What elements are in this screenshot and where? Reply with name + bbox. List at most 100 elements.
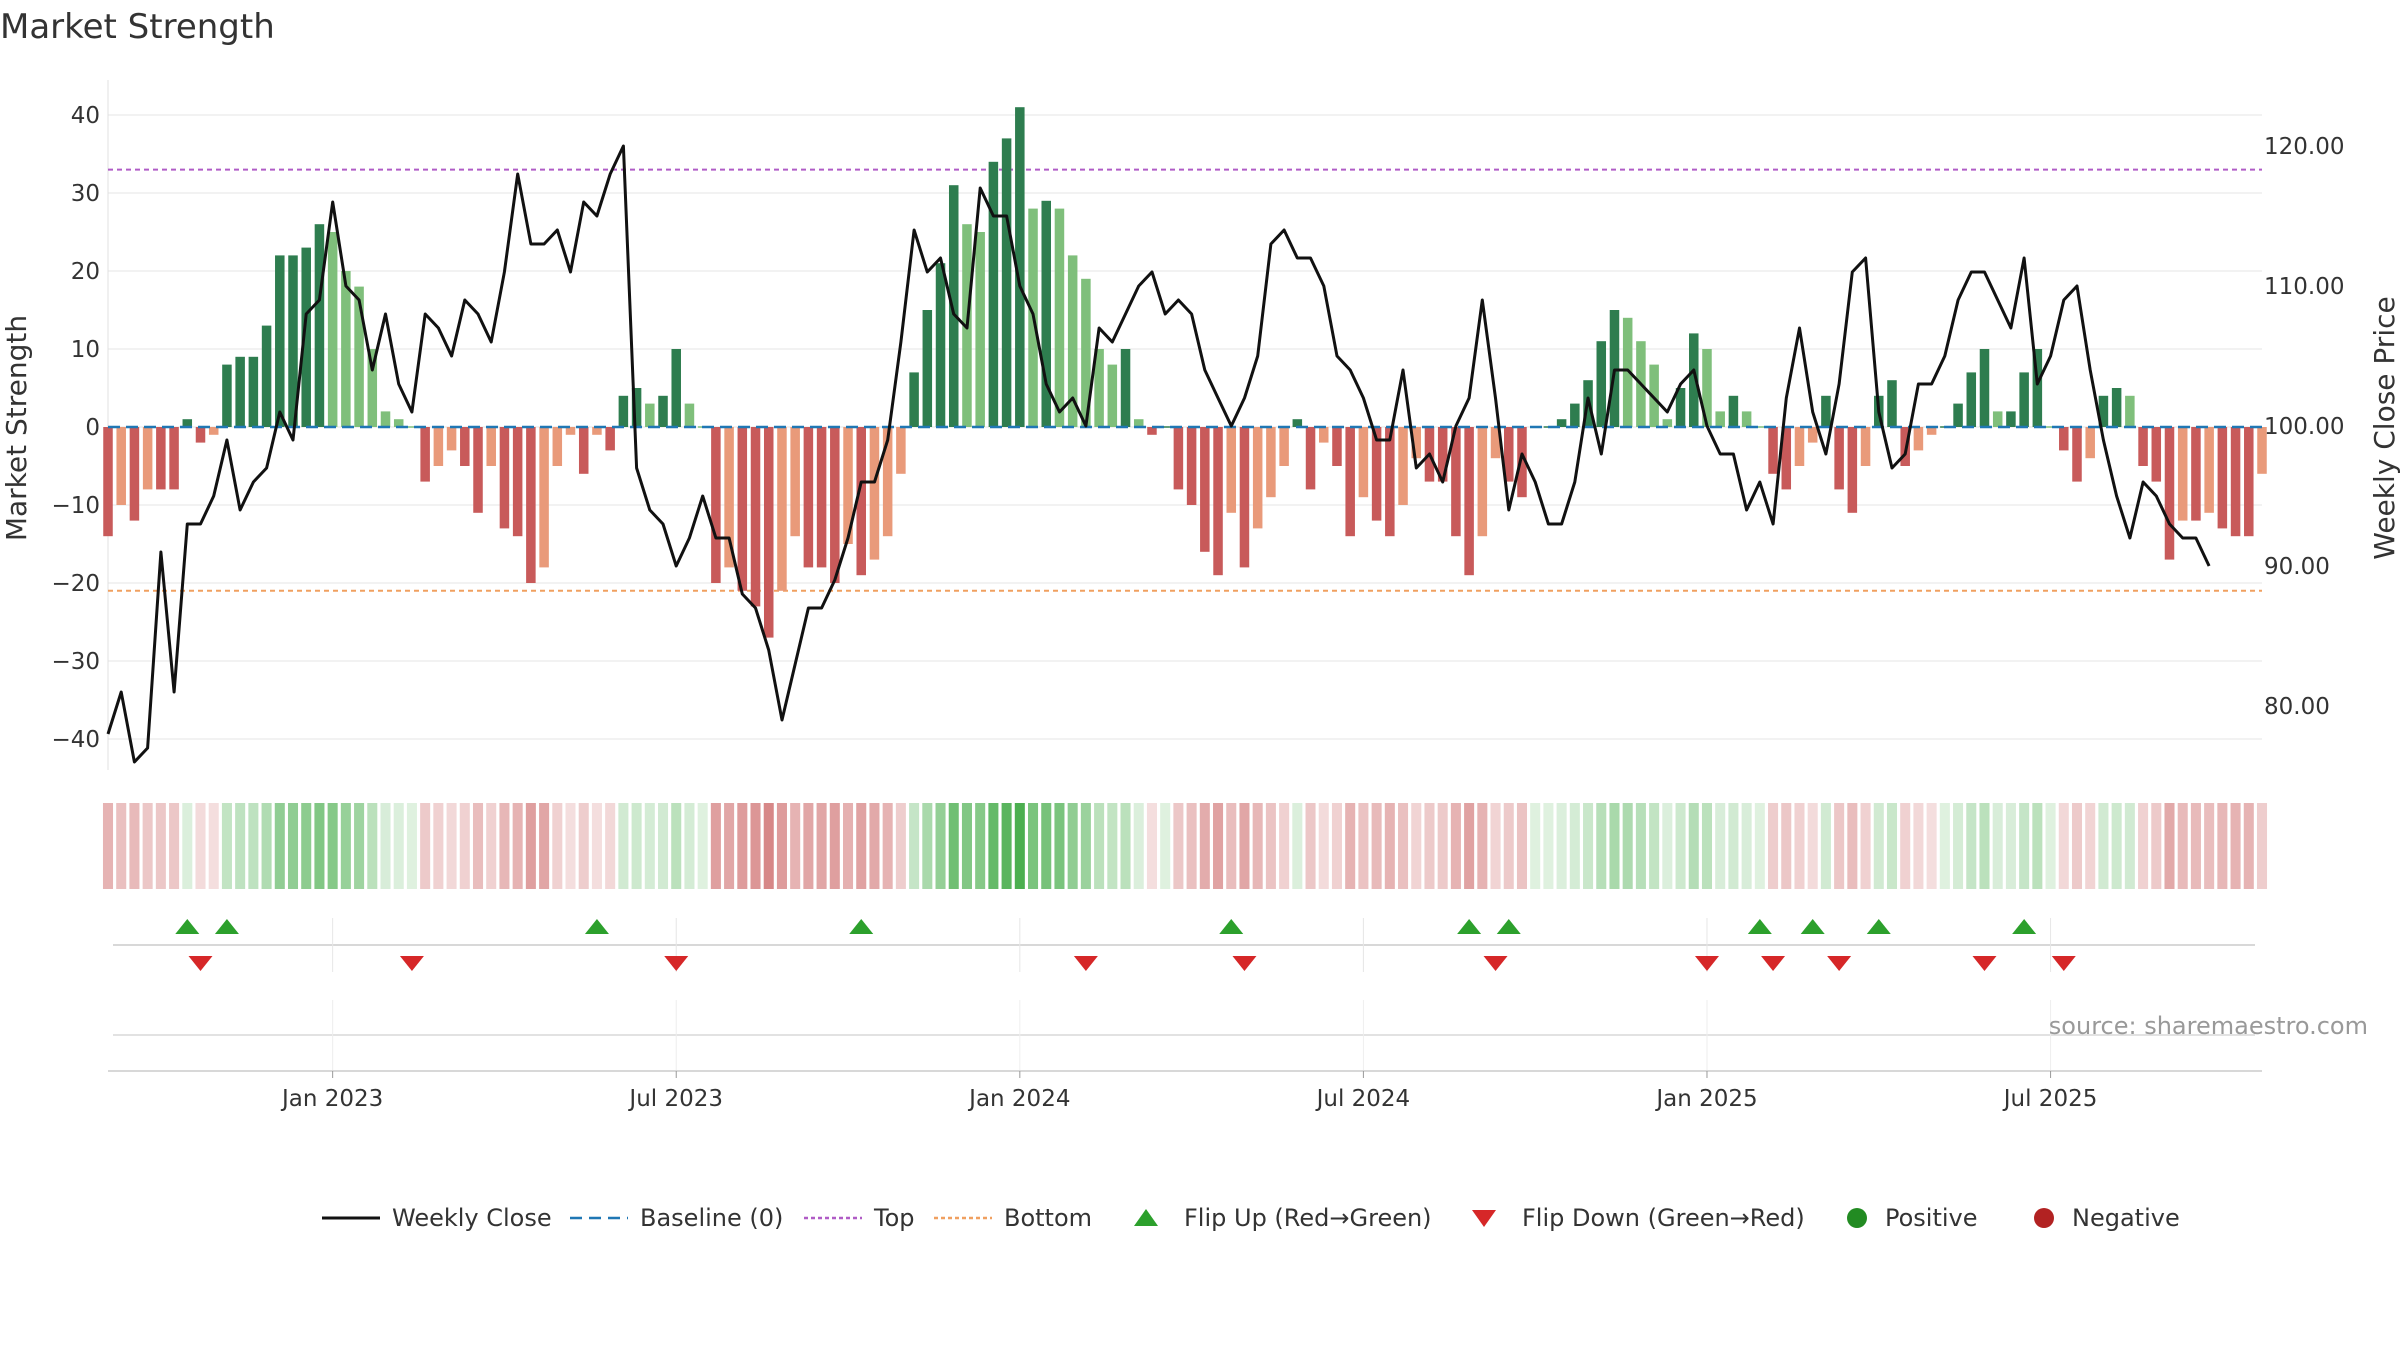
strip-cell [1041, 803, 1052, 889]
strip-cell [2256, 803, 2268, 889]
strip-cell [724, 803, 735, 889]
strength-bar [446, 427, 457, 451]
strip-cell [737, 803, 748, 889]
strength-bar [1279, 427, 1289, 466]
strip-cell [129, 803, 140, 889]
strip-cell [631, 803, 642, 889]
strength-bar [882, 427, 893, 537]
strip-cell [1596, 803, 1607, 889]
strength-bar [327, 232, 338, 427]
strip-cell [1794, 803, 1805, 889]
strip-cell [1398, 803, 1409, 889]
right-tick-label: 90.00 [2264, 554, 2330, 580]
strength-bar [354, 286, 364, 427]
strip-cell [1754, 803, 1765, 889]
strip-cell [1358, 803, 1369, 889]
strip-cell [1569, 803, 1580, 889]
strip-cell [182, 803, 193, 889]
strength-bar [420, 427, 430, 482]
strip-cell [843, 803, 854, 889]
strength-bar [1226, 427, 1237, 513]
strip-cell [1966, 803, 1977, 889]
strength-bar [1464, 427, 1474, 576]
strength-bar [539, 427, 549, 568]
strip-cell [2243, 803, 2254, 889]
strength-bar [2098, 395, 2109, 427]
strip-cell [208, 803, 219, 889]
right-y-axis: 120.00 110.00 100.00 90.00 80.00 [2264, 134, 2344, 720]
strength-bar [1675, 388, 1686, 427]
source-note: source: sharemaestro.com [2049, 1012, 2368, 1040]
strength-bar [2177, 427, 2188, 521]
strength-bar [592, 427, 602, 435]
strength-bar [843, 427, 853, 544]
strip-cell [1860, 803, 1871, 889]
strip-cell [512, 803, 523, 889]
strength-bar [526, 427, 536, 583]
strip-cell [499, 803, 510, 889]
strip-cell [1424, 803, 1435, 889]
strip-cell [1490, 803, 1501, 889]
strength-bar [1239, 427, 1250, 568]
strip-cell [525, 803, 536, 889]
strip-cell [2204, 803, 2215, 889]
strength-bar [1662, 419, 1673, 427]
x-tick-label: Jul 2023 [627, 1086, 723, 1112]
strip-cell [1239, 803, 1250, 889]
strip-cell [644, 803, 655, 889]
strip-cell [2177, 803, 2188, 889]
strip-cell [1728, 803, 1739, 889]
strength-bar [1622, 317, 1633, 427]
strip-cell [1146, 803, 1157, 889]
strip-cell [459, 803, 470, 889]
strength-bar [1860, 427, 1871, 466]
strip-cell [1913, 803, 1924, 889]
strength-bar [2111, 388, 2122, 427]
strength-bar [909, 372, 919, 427]
strength-bar [2072, 427, 2082, 482]
strip-cell [710, 803, 721, 889]
strength-bar [1477, 427, 1488, 537]
flip-down-marker [188, 956, 213, 971]
flip-down-marker [2051, 956, 2076, 971]
strip-cell [1900, 803, 1911, 889]
strength-bar [1358, 427, 1369, 498]
strength-bar [1834, 427, 1844, 490]
strength-bar [1120, 349, 1131, 427]
strip-cell [869, 803, 880, 889]
flip-up-marker [1800, 919, 1825, 934]
x-tick-label: Jul 2024 [1315, 1086, 1411, 1112]
strength-bar [142, 427, 153, 490]
strength-bars [103, 107, 2267, 638]
strength-bar [1332, 427, 1342, 466]
strength-bar [2191, 427, 2201, 521]
strength-bar [1318, 427, 1329, 443]
strength-bar [235, 356, 245, 427]
strength-bar [671, 349, 681, 427]
flip-up-marker [584, 919, 609, 934]
strip-cell [2098, 803, 2109, 889]
strip-cell [380, 803, 391, 889]
strength-bar [1728, 395, 1739, 427]
strip-cell [1226, 803, 1237, 889]
strength-bar [1926, 427, 1937, 435]
strength-bar [2217, 427, 2228, 529]
strength-bar [1979, 349, 1990, 427]
flip-up-marker [2012, 919, 2037, 934]
strength-bar [103, 427, 113, 537]
strip-cell [340, 803, 351, 889]
strength-bar [208, 427, 219, 435]
strength-bar [1173, 427, 1184, 490]
strip-cell [1847, 803, 1858, 889]
left-tick-label: −40 [51, 727, 100, 753]
strip-cell [1675, 803, 1686, 889]
strength-bar [473, 427, 483, 513]
strip-cell [1609, 803, 1620, 889]
strip-cell [433, 803, 444, 889]
gridlines [107, 80, 2262, 770]
right-tick-label: 80.00 [2264, 694, 2330, 720]
strength-bar [1054, 208, 1065, 427]
strip-cell [1807, 803, 1818, 889]
strength-bar [1755, 426, 1765, 428]
